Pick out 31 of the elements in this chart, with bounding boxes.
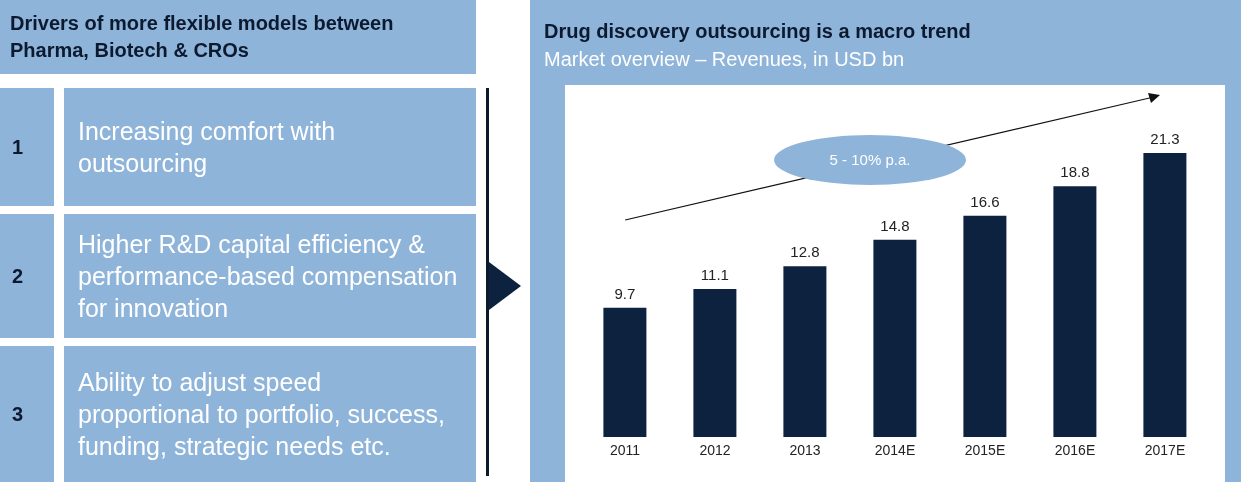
data-label: 21.3 xyxy=(1150,130,1180,147)
bar xyxy=(693,289,737,437)
bar xyxy=(603,307,647,437)
chart-title: Drug discovery outsourcing is a macro trend xyxy=(544,20,971,43)
x-tick-label: 2014E xyxy=(874,441,916,458)
bar xyxy=(1053,186,1097,437)
bar xyxy=(1143,153,1187,437)
x-tick-label: 2017E xyxy=(1144,441,1186,458)
category-label: 3 xyxy=(0,346,54,482)
category-label: 1 xyxy=(0,88,54,206)
category-label: 2 xyxy=(0,214,54,338)
x-tick-label: 2011 xyxy=(609,441,641,458)
data-label: 14.8 xyxy=(880,216,910,234)
bar xyxy=(873,239,917,437)
text: Ability to adjust speed proportional to portfolio, success, funding, strategic needs etc. xyxy=(64,346,476,482)
bar xyxy=(783,266,827,437)
data-label: 11.1 xyxy=(700,266,729,283)
text: Higher R&D capital efficiency & performance-based compensation for innovation xyxy=(64,214,476,338)
data-label: 18.8 xyxy=(1060,163,1090,181)
text: Increasing comfort with outsourcing xyxy=(64,88,476,206)
annotation: 5 - 10% p.a. xyxy=(829,151,911,168)
x-tick-label: 2015E xyxy=(964,441,1006,458)
x-tick-label: 2013 xyxy=(789,441,821,458)
x-tick-label: 2012 xyxy=(699,441,731,458)
x-tick-label: 2016E xyxy=(1054,441,1096,458)
bar xyxy=(963,215,1007,437)
chart-subtitle: Market overview – Revenues, in USD bn xyxy=(544,48,905,71)
text: Drivers of more flexible models between Pharma, Biotech & CROs xyxy=(0,0,476,74)
data-label: 12.8 xyxy=(790,243,820,261)
data-label: 9.7 xyxy=(614,284,636,302)
data-label: 16.6 xyxy=(970,192,1000,210)
